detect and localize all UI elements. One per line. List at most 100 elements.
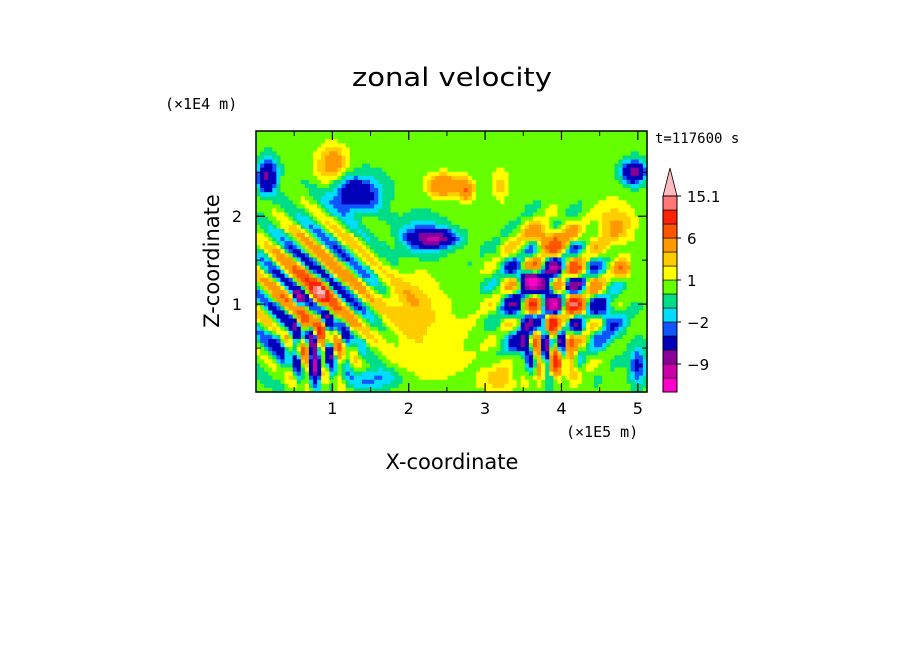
field-cell — [443, 163, 449, 169]
field-cell — [549, 151, 554, 157]
field-cell — [480, 179, 485, 185]
field-cell — [374, 135, 379, 140]
field-cell — [256, 253, 261, 259]
field-cell — [471, 306, 477, 312]
field-cell — [634, 285, 640, 291]
field-cell — [361, 224, 367, 230]
field-cell — [471, 200, 477, 206]
field-cell — [602, 216, 607, 222]
field-cell — [492, 224, 497, 230]
field-cell — [561, 334, 567, 340]
field-cell — [589, 314, 595, 320]
field-cell — [618, 147, 624, 152]
field-cell — [325, 290, 330, 295]
field-cell — [431, 171, 436, 177]
field-cell — [480, 273, 485, 279]
field-cell — [638, 281, 644, 287]
field-cell — [642, 285, 648, 291]
field-cell — [630, 228, 636, 234]
field-cell — [594, 273, 599, 279]
field-cell — [565, 322, 571, 328]
field-cell — [618, 212, 624, 218]
field-cell — [589, 298, 595, 303]
field-cell — [618, 200, 624, 206]
field-cell — [370, 131, 375, 136]
field-cell — [504, 237, 510, 242]
field-cell — [378, 220, 383, 226]
field-cell — [300, 232, 306, 238]
field-cell — [488, 306, 493, 312]
field-cell — [642, 310, 648, 316]
field-cell — [549, 245, 554, 250]
field-cell — [581, 179, 587, 185]
field-cell — [276, 290, 282, 295]
field-cell — [471, 310, 477, 316]
field-cell — [622, 159, 628, 165]
field-cell — [394, 338, 400, 344]
field-cell — [488, 269, 493, 275]
field-cell — [471, 175, 477, 181]
velocity-field — [256, 131, 648, 393]
field-cell — [553, 216, 558, 222]
field-cell — [394, 135, 400, 140]
field-cell — [296, 155, 302, 161]
field-cell — [337, 188, 343, 193]
field-cell — [581, 269, 587, 275]
field-cell — [321, 306, 326, 312]
field-cell — [549, 298, 554, 303]
field-cell — [447, 330, 453, 336]
field-cell — [390, 338, 396, 344]
field-cell — [622, 261, 628, 267]
field-cell — [386, 241, 391, 246]
field-cell — [471, 228, 477, 234]
field-cell — [345, 155, 351, 161]
field-cell — [512, 269, 518, 275]
field-cell — [532, 265, 538, 271]
field-cell — [414, 155, 420, 161]
field-cell — [594, 171, 599, 177]
field-cell — [488, 131, 493, 136]
field-cell — [374, 131, 379, 136]
field-cell — [565, 257, 571, 263]
field-cell — [537, 155, 542, 161]
field-cell — [308, 326, 314, 332]
field-cell — [532, 204, 538, 210]
field-cell — [463, 155, 469, 161]
field-cell — [280, 310, 286, 316]
field-cell — [386, 159, 391, 165]
field-cell — [532, 192, 538, 197]
field-cell — [500, 318, 506, 324]
field-cell — [443, 204, 449, 210]
field-cell — [313, 290, 318, 295]
field-cell — [280, 294, 286, 299]
field-cell — [337, 220, 343, 226]
field-cell — [374, 237, 379, 242]
field-cell — [549, 131, 554, 136]
field-cell — [361, 159, 367, 165]
field-cell — [569, 302, 575, 307]
field-cell — [353, 159, 359, 165]
field-cell — [602, 326, 607, 332]
field-cell — [378, 204, 383, 210]
field-cell — [520, 188, 526, 193]
field-cell — [626, 155, 632, 161]
field-cell — [406, 228, 412, 234]
field-cell — [520, 310, 526, 316]
field-cell — [569, 298, 575, 303]
field-cell — [610, 171, 616, 177]
field-cell — [329, 167, 334, 173]
field-cell — [626, 330, 632, 336]
field-cell — [365, 200, 371, 206]
field-cell — [276, 285, 282, 291]
field-cell — [386, 143, 391, 148]
field-cell — [577, 179, 583, 185]
field-cell — [598, 237, 603, 242]
field-cell — [329, 237, 334, 242]
field-cell — [422, 163, 428, 169]
field-cell — [374, 330, 379, 336]
field-cell — [325, 253, 330, 259]
field-cell — [414, 298, 420, 303]
field-cell — [496, 188, 501, 193]
field-cell — [337, 232, 343, 238]
field-cell — [406, 338, 412, 344]
